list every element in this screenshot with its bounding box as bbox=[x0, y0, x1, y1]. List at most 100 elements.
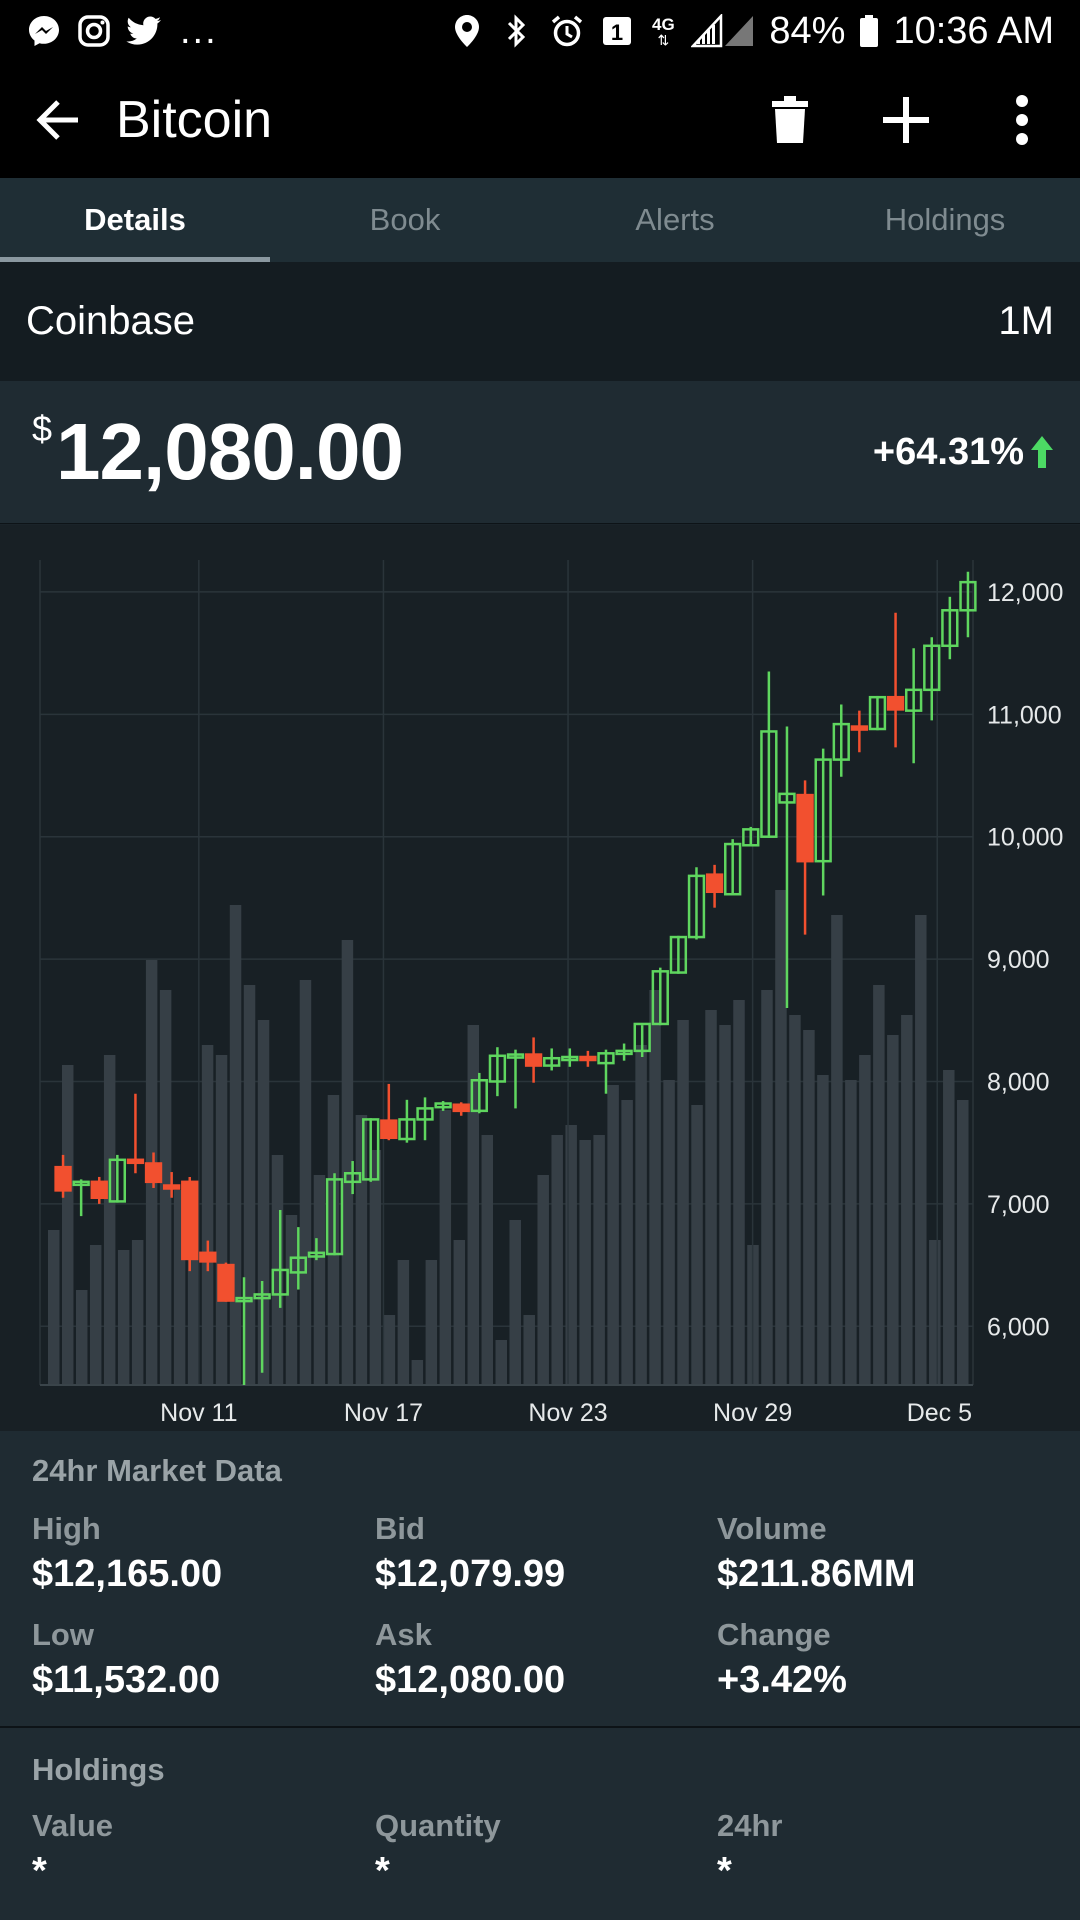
tab-book[interactable]: Book bbox=[369, 202, 441, 237]
stat-label: Change bbox=[717, 1617, 831, 1652]
x-tick-label: Nov 11 bbox=[160, 1399, 237, 1427]
volume-bar bbox=[803, 1030, 815, 1385]
volume-bar bbox=[383, 1315, 396, 1385]
tab-holdings[interactable]: Holdings bbox=[884, 202, 1006, 237]
candle-body-up bbox=[561, 1055, 579, 1062]
candle-body-up bbox=[651, 970, 669, 1026]
candle-body-up bbox=[235, 1296, 253, 1303]
candle-body-down bbox=[796, 793, 814, 863]
stat-ask: Ask $12,080.00 bbox=[375, 1617, 565, 1702]
location-icon bbox=[449, 13, 485, 49]
holding-amount: * bbox=[375, 1850, 390, 1892]
volume-bar bbox=[607, 1085, 619, 1385]
candle-body-up bbox=[760, 730, 778, 838]
app-bar: Bitcoin bbox=[0, 62, 1080, 178]
candle-body-up bbox=[470, 1079, 488, 1113]
volume-bar bbox=[621, 1100, 633, 1385]
range-selector[interactable]: 1M bbox=[998, 299, 1054, 343]
tab-details[interactable]: Details bbox=[0, 178, 270, 262]
plus-icon bbox=[883, 97, 929, 143]
holding-amount: * bbox=[717, 1850, 732, 1892]
volume-bar bbox=[439, 1110, 452, 1385]
volume-bar bbox=[75, 1290, 88, 1385]
stat-value: +3.42% bbox=[717, 1659, 847, 1701]
volume-bar bbox=[187, 1210, 200, 1385]
instagram-icon bbox=[76, 13, 112, 49]
more-vert-icon bbox=[1016, 95, 1028, 145]
stat-value: $12,079.99 bbox=[375, 1553, 566, 1595]
exchange-selector[interactable]: Coinbase bbox=[26, 299, 196, 343]
volume-bar bbox=[481, 1135, 494, 1385]
volume-bar bbox=[677, 1020, 689, 1385]
price-chart[interactable]: 12,000 11,000 10,000 9,000 8,000 7,000 6,000 No… bbox=[0, 525, 1080, 1431]
volume-bar bbox=[929, 1240, 941, 1385]
stat-label: Bid bbox=[375, 1511, 425, 1546]
candle-body-up bbox=[742, 828, 760, 847]
volume-bar bbox=[243, 985, 256, 1385]
volume-bar bbox=[817, 1075, 829, 1385]
candle-body-down bbox=[524, 1053, 543, 1067]
add-button[interactable] bbox=[848, 62, 964, 178]
candle-body-up bbox=[904, 688, 923, 712]
volume-bar bbox=[313, 1175, 326, 1385]
price-change: +64.31% bbox=[873, 431, 1054, 474]
volume-bar bbox=[943, 1070, 955, 1385]
stat-label: Low bbox=[32, 1617, 94, 1652]
candle-body-up bbox=[289, 1256, 307, 1274]
tab-alerts[interactable]: Alerts bbox=[635, 202, 715, 237]
candle-body-down bbox=[90, 1180, 108, 1199]
y-tick-label: 8,000 bbox=[987, 1068, 1050, 1096]
candle-body-up bbox=[398, 1118, 416, 1141]
candle-body-up bbox=[687, 874, 706, 939]
candle-body-up bbox=[108, 1158, 127, 1203]
price-row: $ 12,080.00 +64.31% bbox=[0, 381, 1080, 524]
y-tick-label: 11,000 bbox=[987, 701, 1062, 729]
volume-bar bbox=[761, 990, 773, 1385]
volume-bar bbox=[635, 1045, 647, 1385]
y-tick-label: 10,000 bbox=[987, 824, 1063, 852]
holding-label: Value bbox=[32, 1808, 113, 1843]
volume-bar bbox=[48, 1230, 60, 1385]
candle-body-up bbox=[724, 842, 742, 896]
more-notifications-text: ... bbox=[180, 9, 218, 52]
volume-bar bbox=[705, 1010, 717, 1385]
messenger-icon bbox=[26, 13, 62, 49]
volume-bar bbox=[733, 1000, 745, 1385]
battery-icon bbox=[859, 13, 879, 49]
volume-bar bbox=[89, 1245, 102, 1385]
candle-body-up bbox=[959, 580, 977, 612]
candle-body-down bbox=[217, 1263, 235, 1302]
candle-body-up bbox=[416, 1107, 434, 1121]
volume-bar bbox=[257, 1020, 270, 1385]
volume-bar bbox=[299, 980, 312, 1385]
x-tick-label: Nov 23 bbox=[528, 1399, 607, 1427]
volume-bar bbox=[285, 1215, 298, 1385]
candle-body-up bbox=[543, 1056, 561, 1067]
volume-bar bbox=[61, 1065, 74, 1385]
stat-bid: Bid $12,079.99 bbox=[375, 1511, 565, 1596]
back-button[interactable] bbox=[0, 62, 116, 178]
y-tick-label: 12,000 bbox=[987, 579, 1063, 607]
candle-body-down bbox=[452, 1103, 470, 1113]
candle-body-up bbox=[343, 1172, 362, 1184]
candle-body-up bbox=[615, 1049, 633, 1056]
volume-bar bbox=[859, 1055, 871, 1385]
tab-bar: Details Book Alerts Holdings bbox=[0, 178, 1080, 262]
volume-bar bbox=[467, 1025, 480, 1385]
stat-low: Low $11,532.00 bbox=[32, 1617, 220, 1702]
x-tick-label: Nov 29 bbox=[713, 1399, 792, 1427]
twitter-icon bbox=[126, 13, 162, 49]
volume-bar bbox=[215, 1055, 228, 1385]
x-tick-label: Nov 17 bbox=[344, 1399, 423, 1427]
candlestick-chart: 12,000 11,000 10,000 9,000 8,000 7,000 6,000 No… bbox=[39, 560, 1063, 1427]
candle-body-up bbox=[362, 1118, 380, 1181]
volume-bar bbox=[845, 1080, 857, 1385]
delete-button[interactable] bbox=[732, 62, 848, 178]
overflow-menu-button[interactable] bbox=[964, 62, 1080, 178]
y-tick-label: 7,000 bbox=[987, 1191, 1050, 1219]
volume-bar bbox=[873, 985, 885, 1385]
holding-value: Value * bbox=[32, 1808, 113, 1893]
clock: 10:36 AM bbox=[893, 9, 1054, 52]
sim-badge: 1 bbox=[599, 13, 635, 49]
volume-bar bbox=[565, 1125, 577, 1385]
